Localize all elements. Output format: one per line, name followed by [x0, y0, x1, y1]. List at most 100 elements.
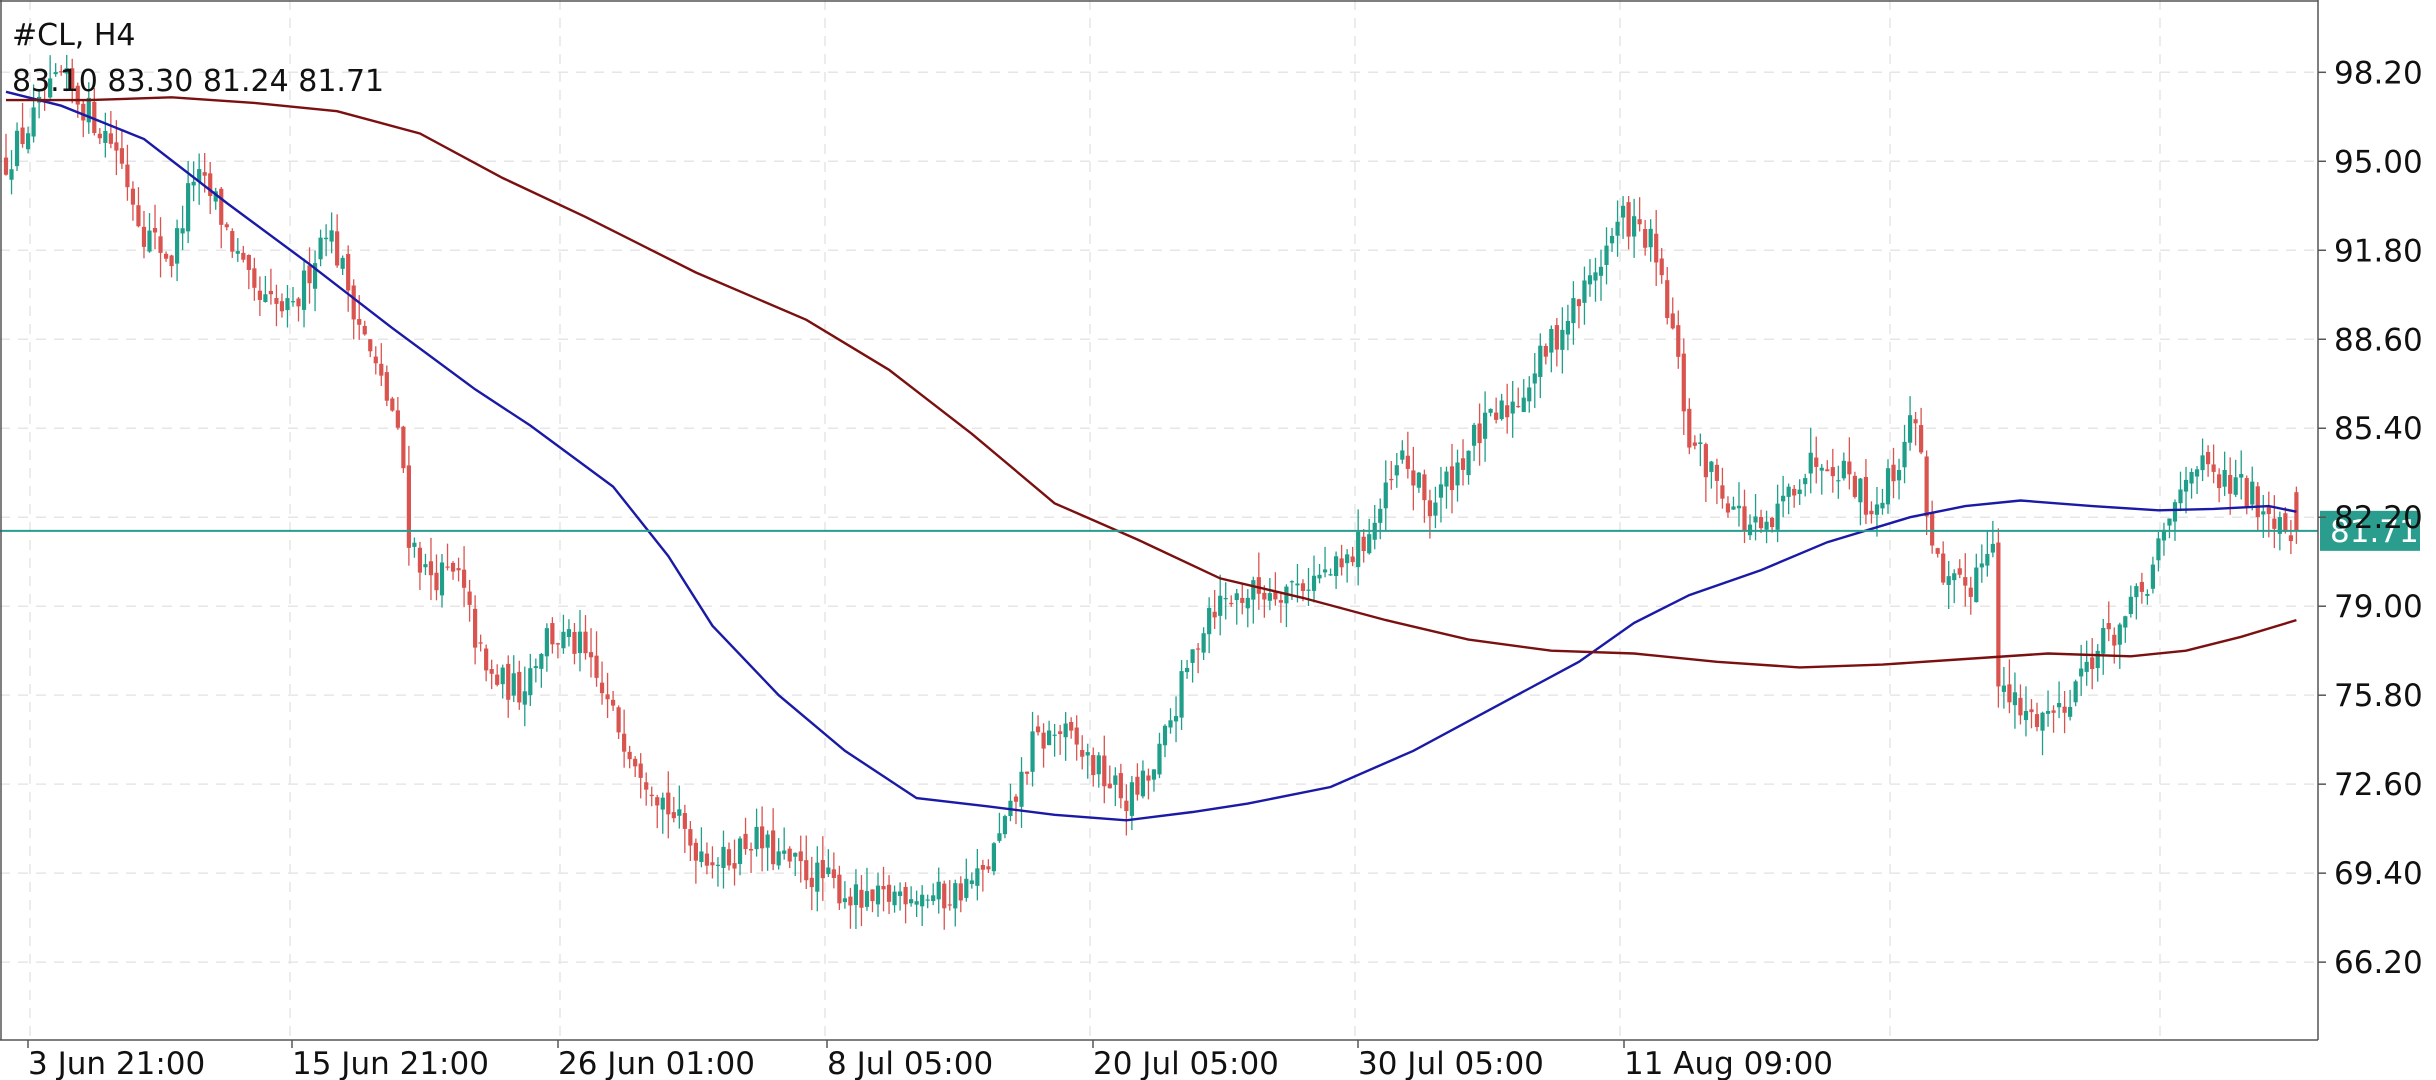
candle-body — [401, 426, 406, 469]
candle-body — [64, 68, 69, 74]
candle — [2183, 466, 2189, 514]
candle — [771, 808, 776, 871]
candle — [958, 876, 963, 913]
candle-body — [1643, 228, 1648, 248]
candle-body — [1289, 581, 1295, 583]
candle — [235, 238, 240, 262]
moving-average-slow-line — [6, 96, 2297, 669]
candle — [1968, 576, 1973, 615]
y-tick-label: 69.40 — [2334, 856, 2423, 892]
candle-body — [473, 608, 478, 648]
candle — [682, 804, 687, 853]
candle — [2288, 520, 2293, 555]
candle — [1979, 544, 1984, 583]
candle-body — [296, 298, 301, 307]
y-tick-label: 75.80 — [2334, 678, 2423, 714]
candle — [1543, 343, 1548, 365]
candle-body — [710, 862, 715, 866]
candle — [1024, 771, 1030, 785]
candle — [748, 842, 754, 874]
candle-body — [666, 792, 671, 815]
candle-body — [864, 891, 870, 907]
candle — [1146, 768, 1151, 800]
candle — [1096, 752, 1101, 788]
candle-body — [1218, 595, 1223, 616]
candle-body — [1416, 472, 1421, 488]
time-axis[interactable]: 3 Jun 21:00 15 Jun 21:00 26 Jun 01:00 8 Jul… — [27, 1040, 1833, 1080]
candle-body — [224, 224, 229, 228]
candle — [224, 222, 229, 231]
candle — [2117, 622, 2122, 669]
candle-body — [136, 205, 141, 227]
candle — [793, 852, 798, 877]
candle-body — [1333, 556, 1339, 577]
candle-body — [583, 631, 588, 654]
candle-body — [301, 270, 307, 310]
candle — [70, 58, 75, 104]
candle — [2068, 689, 2073, 721]
candle-body — [1113, 775, 1118, 785]
candle — [1201, 627, 1206, 661]
candle — [103, 112, 108, 158]
candle-body — [1543, 345, 1548, 357]
candle-body — [152, 227, 158, 233]
candle — [969, 872, 974, 889]
candle-body — [820, 860, 825, 879]
candle-body — [2023, 710, 2029, 721]
candle-body — [2029, 709, 2034, 713]
candle — [329, 212, 334, 254]
candle — [1930, 500, 1935, 554]
candle — [2001, 666, 2006, 709]
candle-body — [1665, 280, 1670, 318]
candle — [1267, 578, 1272, 611]
candle — [1587, 259, 1593, 297]
candle-body — [1538, 345, 1543, 377]
x-tick-label: 8 Jul 05:00 — [827, 1046, 993, 1080]
candle — [627, 745, 632, 769]
candle-body — [1703, 444, 1708, 478]
candle-body — [1118, 773, 1123, 799]
candle-body — [1433, 502, 1438, 516]
candle-body — [1229, 602, 1234, 605]
candle-body — [1505, 405, 1510, 418]
candle — [417, 541, 423, 590]
candle — [1819, 464, 1824, 495]
candle — [263, 275, 268, 303]
candle — [340, 255, 345, 276]
candle-body — [1460, 458, 1466, 470]
candle-body — [2272, 518, 2277, 529]
candle — [268, 268, 274, 305]
candle-body — [2073, 681, 2078, 703]
candle — [1245, 589, 1250, 628]
candle — [1852, 471, 1857, 499]
candle — [1328, 568, 1333, 576]
candle-body — [246, 254, 251, 270]
candle-body — [1311, 575, 1317, 591]
candle — [1466, 450, 1471, 485]
candle-body — [1880, 502, 1885, 509]
candle — [1085, 743, 1090, 779]
candle-body — [268, 290, 274, 295]
candle-body — [59, 71, 64, 73]
candle-body — [1306, 589, 1311, 591]
price-axis[interactable]: 98.20 95.00 91.80 88.60 85.40 82.20 79.00 75.80… — [2318, 55, 2423, 981]
candle-body — [754, 826, 759, 850]
candle — [2023, 686, 2029, 737]
candle-body — [787, 848, 792, 862]
candle — [875, 872, 881, 917]
candle-body — [1692, 442, 1697, 446]
candle-body — [1930, 513, 1935, 546]
candle — [53, 63, 58, 77]
candle-body — [1411, 470, 1416, 486]
candle — [1113, 767, 1118, 807]
candle-body — [2079, 668, 2084, 677]
candle — [809, 856, 814, 911]
candle-body — [1179, 671, 1184, 718]
candle-body — [793, 852, 798, 857]
candle-body — [1345, 554, 1350, 564]
candle-body — [743, 833, 748, 850]
candle-body — [1251, 580, 1256, 600]
candle — [1731, 496, 1736, 510]
candle — [870, 889, 875, 913]
